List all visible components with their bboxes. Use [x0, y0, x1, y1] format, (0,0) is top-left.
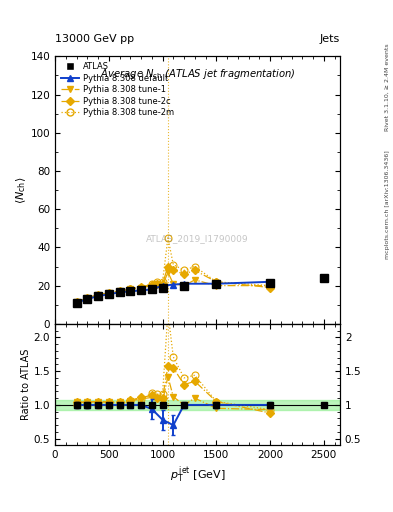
Text: ATLAS_2019_I1790009: ATLAS_2019_I1790009: [146, 234, 249, 243]
Text: 13000 GeV pp: 13000 GeV pp: [55, 33, 134, 44]
X-axis label: $p_{\rm T}^{\rm \,jet}$ [GeV]: $p_{\rm T}^{\rm \,jet}$ [GeV]: [170, 464, 225, 485]
Y-axis label: Ratio to ATLAS: Ratio to ATLAS: [21, 349, 31, 420]
Y-axis label: $\langle N_{\rm ch}\rangle$: $\langle N_{\rm ch}\rangle$: [14, 176, 28, 204]
Bar: [55, 400, 340, 410]
Text: Average $N_{\rm ch}$ (ATLAS jet fragmentation): Average $N_{\rm ch}$ (ATLAS jet fragment…: [99, 67, 296, 81]
Text: Rivet 3.1.10, ≥ 2.4M events: Rivet 3.1.10, ≥ 2.4M events: [385, 43, 389, 131]
Legend: ATLAS, Pythia 8.308 default, Pythia 8.308 tune-1, Pythia 8.308 tune-2c, Pythia 8: ATLAS, Pythia 8.308 default, Pythia 8.30…: [59, 60, 176, 119]
Text: Jets: Jets: [320, 33, 340, 44]
Text: mcplots.cern.ch [arXiv:1306.3436]: mcplots.cern.ch [arXiv:1306.3436]: [385, 151, 389, 259]
